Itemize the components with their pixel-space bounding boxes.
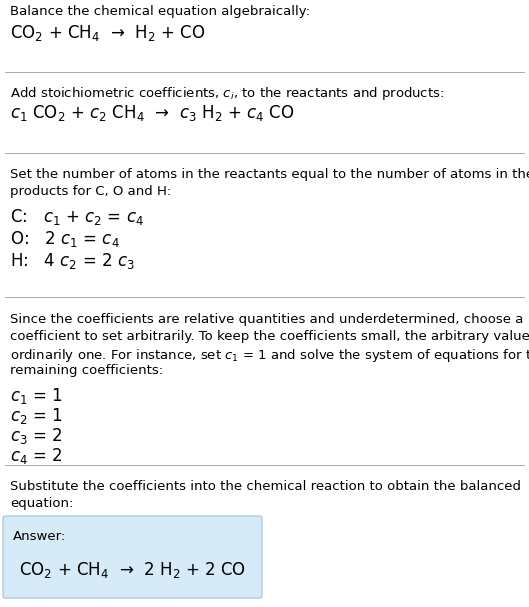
Text: H:   4 $c_2$ = 2 $c_3$: H: 4 $c_2$ = 2 $c_3$ xyxy=(10,251,135,271)
Text: O:   2 $c_1$ = $c_4$: O: 2 $c_1$ = $c_4$ xyxy=(10,229,120,249)
Text: Since the coefficients are relative quantities and underdetermined, choose a: Since the coefficients are relative quan… xyxy=(10,313,524,326)
Text: coefficient to set arbitrarily. To keep the coefficients small, the arbitrary va: coefficient to set arbitrarily. To keep … xyxy=(10,330,529,343)
Text: $c_1$ = 1: $c_1$ = 1 xyxy=(10,386,63,406)
Text: Add stoichiometric coefficients, $c_i$, to the reactants and products:: Add stoichiometric coefficients, $c_i$, … xyxy=(10,85,444,102)
FancyBboxPatch shape xyxy=(3,516,262,598)
Text: $c_3$ = 2: $c_3$ = 2 xyxy=(10,426,63,446)
Text: Answer:: Answer: xyxy=(13,530,66,543)
Text: products for C, O and H:: products for C, O and H: xyxy=(10,185,171,198)
Text: C:   $c_1$ + $c_2$ = $c_4$: C: $c_1$ + $c_2$ = $c_4$ xyxy=(10,207,144,227)
Text: ordinarily one. For instance, set $c_1$ = 1 and solve the system of equations fo: ordinarily one. For instance, set $c_1$ … xyxy=(10,347,529,364)
Text: Balance the chemical equation algebraically:: Balance the chemical equation algebraica… xyxy=(10,5,311,18)
Text: equation:: equation: xyxy=(10,497,74,510)
Text: $c_2$ = 1: $c_2$ = 1 xyxy=(10,406,63,426)
Text: Substitute the coefficients into the chemical reaction to obtain the balanced: Substitute the coefficients into the che… xyxy=(10,480,521,493)
Text: CO$_2$ + CH$_4$  →  2 H$_2$ + 2 CO: CO$_2$ + CH$_4$ → 2 H$_2$ + 2 CO xyxy=(19,560,246,580)
Text: $c_1$ CO$_2$ + $c_2$ CH$_4$  →  $c_3$ H$_2$ + $c_4$ CO: $c_1$ CO$_2$ + $c_2$ CH$_4$ → $c_3$ H$_2… xyxy=(10,103,295,123)
Text: Set the number of atoms in the reactants equal to the number of atoms in the: Set the number of atoms in the reactants… xyxy=(10,168,529,181)
Text: remaining coefficients:: remaining coefficients: xyxy=(10,364,163,377)
Text: CO$_2$ + CH$_4$  →  H$_2$ + CO: CO$_2$ + CH$_4$ → H$_2$ + CO xyxy=(10,23,206,43)
Text: $c_4$ = 2: $c_4$ = 2 xyxy=(10,446,63,466)
